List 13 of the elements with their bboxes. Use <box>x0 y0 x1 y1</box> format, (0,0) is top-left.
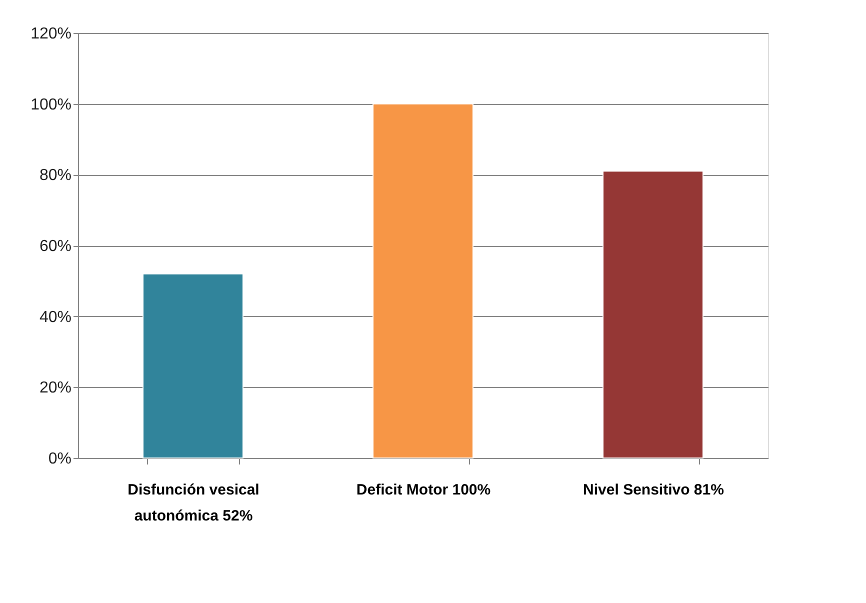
bar <box>372 103 474 458</box>
y-tick-label: 80% <box>39 167 72 184</box>
x-tick-label: Nivel Sensitivo 81% <box>583 482 724 498</box>
y-tick-label: 100% <box>30 96 72 114</box>
x-tick-label: Disfunción vesical autonómica 52% <box>128 482 260 524</box>
y-tick-label: 40% <box>39 308 72 326</box>
y-tick-label: 120% <box>30 26 72 42</box>
y-tick-label: 0% <box>48 450 72 468</box>
bar <box>142 273 244 458</box>
y-tick-label: 60% <box>39 238 72 255</box>
y-tick-label: 20% <box>39 380 72 397</box>
bar <box>602 170 704 458</box>
x-tick-label: Deficit Motor 100% <box>356 482 491 498</box>
